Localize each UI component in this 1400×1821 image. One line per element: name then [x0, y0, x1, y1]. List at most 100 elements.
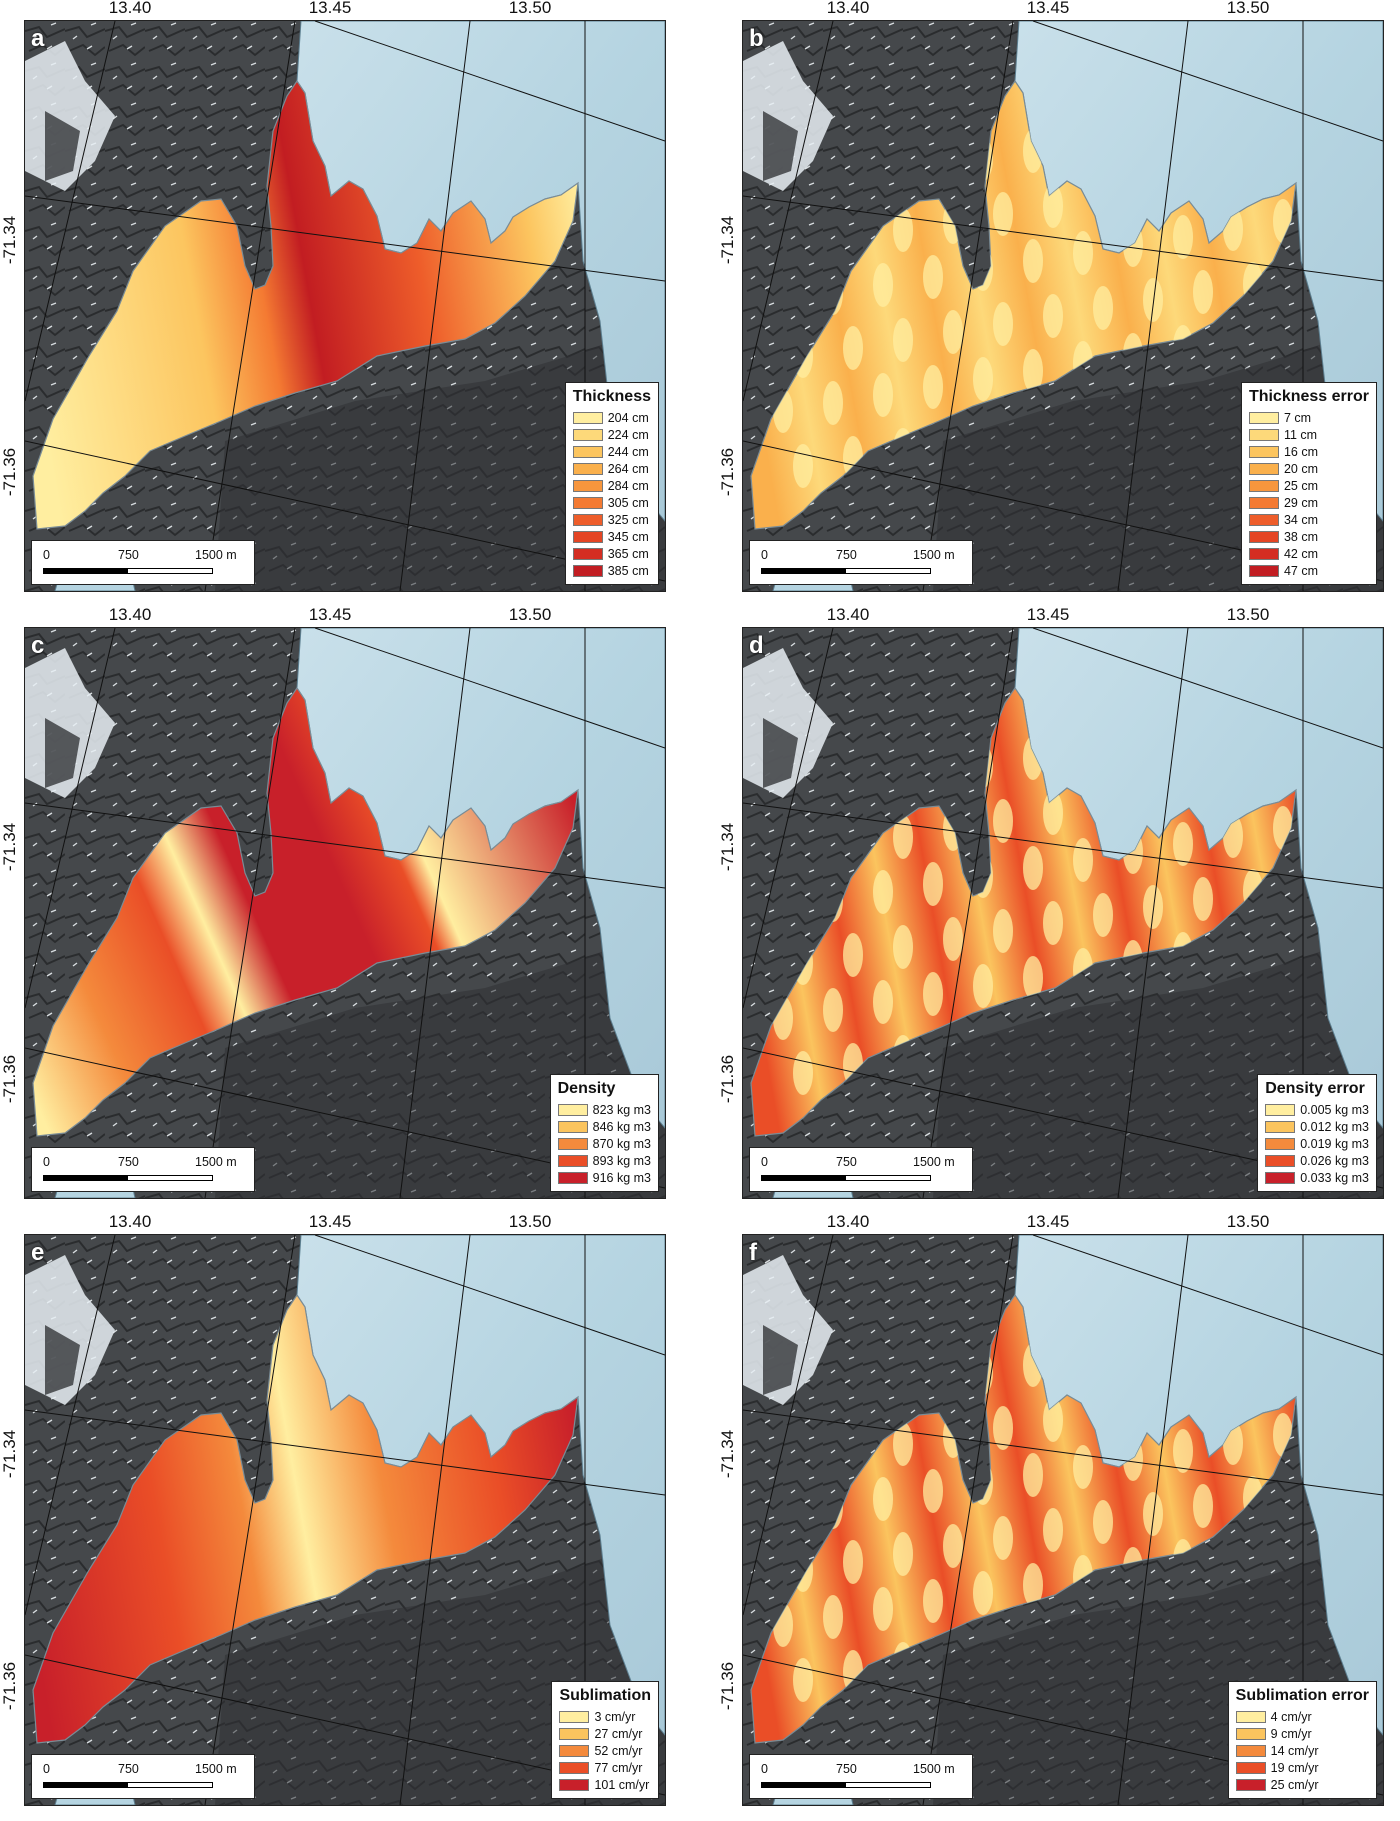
lon-tick-label: 13.45 — [1026, 0, 1070, 17]
panel-letter: c — [31, 632, 45, 659]
legend-label: 264 cm — [607, 461, 649, 476]
lake-surface — [750, 686, 1297, 1137]
legend-item: 893 kg m3 — [557, 1152, 651, 1169]
lon-tick-label: 13.50 — [1226, 1212, 1270, 1231]
legend-label: 846 kg m3 — [592, 1119, 651, 1134]
legend-swatch — [1265, 1103, 1296, 1116]
map-panel-d: 13.40 13.45 13.50 -71.34 -71.36 d Densit… — [718, 605, 1400, 1207]
legend-label: 47 cm — [1283, 563, 1318, 578]
scale-label-0: 0 — [43, 1762, 50, 1776]
scale-label-750: 750 — [118, 1155, 139, 1169]
legend-label: 9 cm/yr — [1270, 1726, 1312, 1741]
legend-swatch — [572, 479, 603, 492]
legend-label: 52 cm/yr — [594, 1743, 643, 1758]
legend-swatch — [557, 1120, 588, 1133]
lat-tick-label: -71.36 — [718, 447, 737, 497]
legend-swatch — [557, 1103, 588, 1116]
legend-swatch — [1248, 496, 1279, 509]
map-frame: c Density 823 kg m3 846 kg m3 870 kg m3 893… — [24, 627, 666, 1199]
scale-bar: 0 750 1500 m — [31, 1147, 255, 1192]
lat-tick-label: -71.36 — [718, 1054, 737, 1104]
scale-label-0: 0 — [761, 548, 768, 562]
map-panel-f: 13.40 13.45 13.50 -71.34 -71.36 f Sublim… — [718, 1212, 1400, 1814]
scale-label-1500: 1500 m — [913, 1155, 955, 1169]
legend-title: Thickness error — [1248, 388, 1369, 405]
legend-items: 4 cm/yr 9 cm/yr 14 cm/yr 19 cm/yr 25 cm/yr — [1235, 1708, 1369, 1793]
legend-label: 34 cm — [1283, 512, 1318, 527]
legend-items: 204 cm 224 cm 244 cm 264 cm 284 cm 305 cm 325 … — [572, 409, 651, 579]
legend-swatch — [572, 496, 603, 509]
legend-item: 284 cm — [572, 477, 651, 494]
legend-swatch — [1265, 1171, 1296, 1184]
legend-label: 77 cm/yr — [594, 1760, 643, 1775]
legend-item: 7 cm — [1248, 409, 1369, 426]
legend-swatch — [1235, 1710, 1266, 1723]
legend-item: 38 cm — [1248, 528, 1369, 545]
panel-letter: f — [749, 1239, 757, 1266]
scale-bar: 0 750 1500 m — [31, 540, 255, 585]
map-panel-e: 13.40 13.45 13.50 -71.34 -71.36 e Sublim… — [0, 1212, 690, 1814]
scale-bar: 0 750 1500 m — [749, 1147, 973, 1192]
legend-label: 19 cm/yr — [1270, 1760, 1319, 1775]
panel-letter: e — [31, 1239, 45, 1266]
legend-swatch — [1235, 1778, 1266, 1791]
scale-label-1500: 1500 m — [195, 1762, 237, 1776]
lon-tick-label: 13.45 — [308, 1212, 352, 1231]
legend-label: 42 cm — [1283, 546, 1318, 561]
legend-swatch — [557, 1137, 588, 1150]
lon-tick-label: 13.50 — [508, 0, 552, 17]
lake-surface — [32, 79, 579, 530]
legend-item: 42 cm — [1248, 545, 1369, 562]
legend-item: 20 cm — [1248, 460, 1369, 477]
legend-items: 7 cm 11 cm 16 cm 20 cm 25 cm 29 cm 34 cm 38 cm 4… — [1248, 409, 1369, 579]
legend: Sublimation 3 cm/yr 27 cm/yr 52 cm/yr 77 cm… — [551, 1681, 659, 1799]
legend-item: 244 cm — [572, 443, 651, 460]
legend-label: 244 cm — [607, 444, 649, 459]
lon-tick-label: 13.50 — [1226, 0, 1270, 17]
legend-swatch — [1248, 462, 1279, 475]
legend-swatch — [1248, 564, 1279, 577]
legend-label: 0.005 kg m3 — [1300, 1102, 1369, 1117]
legend-label: 0.026 kg m3 — [1300, 1153, 1369, 1168]
legend-item: 29 cm — [1248, 494, 1369, 511]
lat-tick-label: -71.36 — [0, 1661, 19, 1711]
legend-swatch — [572, 445, 603, 458]
legend-label: 0.033 kg m3 — [1300, 1170, 1369, 1185]
scale-label-750: 750 — [836, 1155, 857, 1169]
legend-item: 34 cm — [1248, 511, 1369, 528]
lat-tick-label: -71.36 — [0, 447, 19, 497]
legend-label: 345 cm — [607, 529, 649, 544]
lon-tick-label: 13.45 — [308, 605, 352, 624]
legend-title: Sublimation error — [1235, 1687, 1369, 1704]
lat-tick-label: -71.34 — [0, 822, 19, 872]
legend-item: 916 kg m3 — [557, 1169, 651, 1186]
scale-label-1500: 1500 m — [195, 548, 237, 562]
lake-surface — [750, 1293, 1297, 1744]
legend-label: 27 cm/yr — [594, 1726, 643, 1741]
scale-bar: 0 750 1500 m — [749, 540, 973, 585]
legend-item: 305 cm — [572, 494, 651, 511]
legend-item: 52 cm/yr — [559, 1742, 651, 1759]
legend-swatch — [559, 1727, 590, 1740]
legend-label: 823 kg m3 — [592, 1102, 651, 1117]
legend-swatch — [572, 411, 603, 424]
legend-item: 11 cm — [1248, 426, 1369, 443]
legend-swatch — [557, 1154, 588, 1167]
scale-bar-graphic — [761, 1175, 931, 1181]
legend-swatch — [559, 1761, 590, 1774]
legend-label: 29 cm — [1283, 495, 1318, 510]
legend: Thickness 204 cm 224 cm 244 cm 264 cm 284 cm… — [564, 382, 659, 585]
legend-item: 9 cm/yr — [1235, 1725, 1369, 1742]
scale-bar: 0 750 1500 m — [31, 1754, 255, 1799]
scale-label-0: 0 — [761, 1762, 768, 1776]
legend-label: 224 cm — [607, 427, 649, 442]
legend-label: 385 cm — [607, 563, 649, 578]
legend-item: 19 cm/yr — [1235, 1759, 1369, 1776]
legend-label: 870 kg m3 — [592, 1136, 651, 1151]
legend-items: 823 kg m3 846 kg m3 870 kg m3 893 kg m3 916 … — [557, 1101, 651, 1186]
lake-surface — [750, 79, 1297, 530]
scale-label-750: 750 — [118, 1762, 139, 1776]
legend-item: 264 cm — [572, 460, 651, 477]
legend-label: 0.012 kg m3 — [1300, 1119, 1369, 1134]
scale-label-1500: 1500 m — [195, 1155, 237, 1169]
